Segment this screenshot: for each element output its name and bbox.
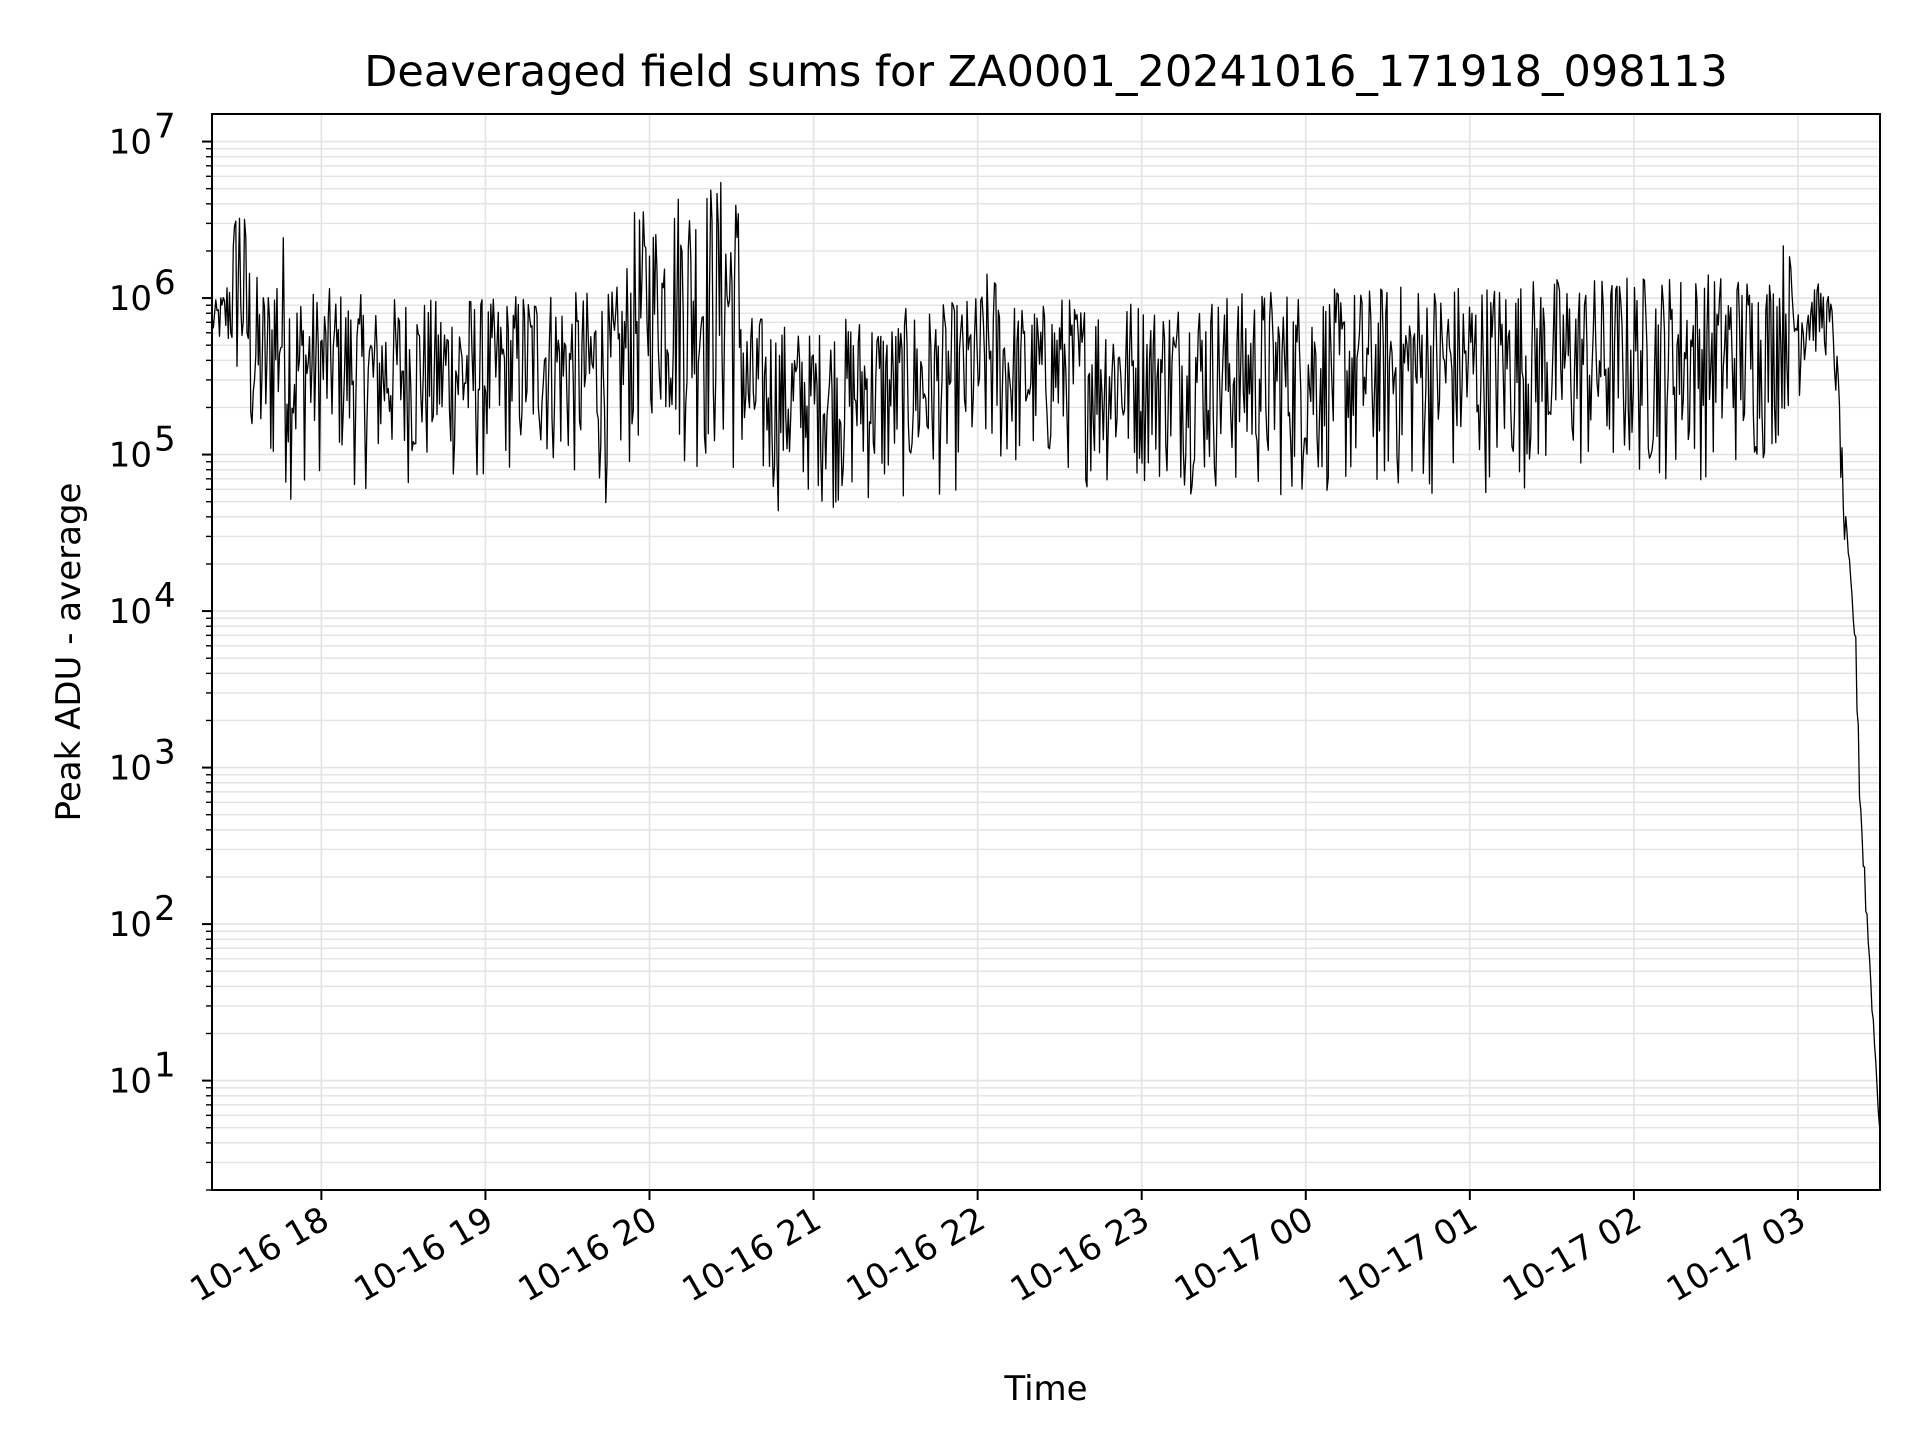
x-axis-label: Time: [1003, 1369, 1087, 1409]
y-tick-label: 10: [109, 279, 152, 319]
plot-frame: [211, 113, 1881, 1191]
y-tick-exponent: 5: [154, 420, 176, 460]
y-tick-exponent: 2: [154, 889, 176, 929]
y-tick-exponent: 1: [154, 1046, 176, 1086]
y-tick-exponent: 7: [154, 107, 176, 147]
y-tick-label: 10: [109, 905, 152, 945]
y-tick-label: 10: [109, 749, 152, 789]
y-tick-exponent: 6: [154, 263, 176, 303]
y-tick-exponent: 4: [154, 576, 176, 616]
y-tick-exponent: 3: [154, 733, 176, 773]
y-tick-label: 10: [109, 123, 152, 163]
plot-layer: [211, 181, 1881, 1127]
series-line: [211, 181, 1881, 1127]
y-axis-label: Peak ADU - average: [49, 483, 89, 822]
chart-title: Deaveraged field sums for ZA0001_2024101…: [364, 47, 1727, 97]
y-tick-label: 10: [109, 436, 152, 476]
grid-layer: [212, 114, 1880, 1191]
y-tick-label: 10: [109, 1062, 152, 1102]
y-tick-label: 10: [109, 592, 152, 632]
